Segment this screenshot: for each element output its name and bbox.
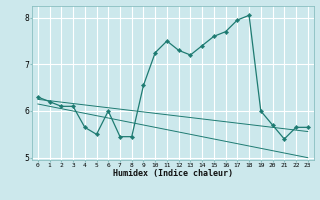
X-axis label: Humidex (Indice chaleur): Humidex (Indice chaleur) [113,169,233,178]
